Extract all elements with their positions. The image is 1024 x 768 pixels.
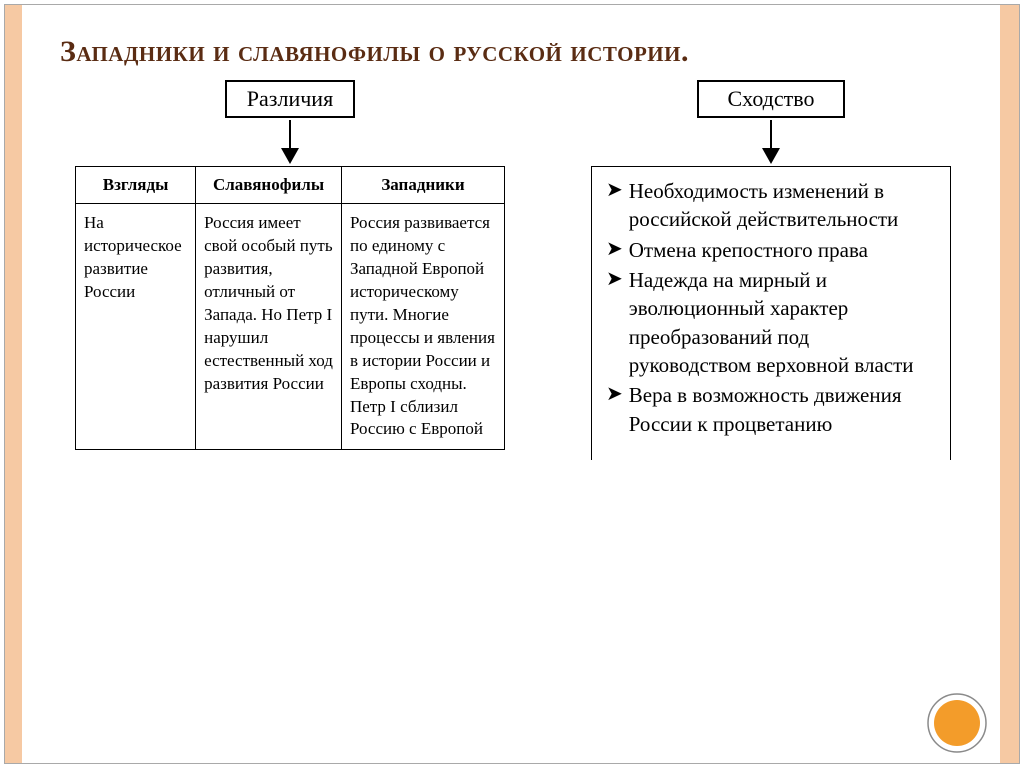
diagram-area: Различия Взгляды Славянофилы Западники Н…	[56, 80, 968, 690]
differences-column: Различия Взгляды Славянофилы Западники Н…	[70, 80, 510, 450]
list-item-text: Вера в возможность движения России к про…	[629, 381, 936, 438]
bullet-icon: ➤	[606, 236, 623, 262]
cell-views: На историческое развитие России	[76, 204, 196, 450]
differences-table: Взгляды Славянофилы Западники На историч…	[75, 166, 505, 450]
list-item-text: Надежда на мирный и эволюционный характе…	[629, 266, 936, 379]
cell-slavophiles: Россия имеет свой особый путь развития, …	[196, 204, 342, 450]
corner-circle-icon	[926, 692, 988, 754]
list-item-text: Отмена крепостного права	[629, 236, 868, 264]
list-item: ➤ Необходимость изменений в российской д…	[606, 177, 936, 234]
col-header-slavophiles: Славянофилы	[196, 167, 342, 204]
similarities-label: Сходство	[697, 80, 844, 118]
similarities-box: ➤ Необходимость изменений в российской д…	[591, 166, 951, 460]
col-header-views: Взгляды	[76, 167, 196, 204]
col-header-westerners: Западники	[341, 167, 504, 204]
table-header-row: Взгляды Славянофилы Западники	[76, 167, 505, 204]
differences-label: Различия	[225, 80, 355, 118]
page-title: Западники и славянофилы о русской истори…	[60, 34, 978, 70]
list-item: ➤ Вера в возможность движения России к п…	[606, 381, 936, 438]
list-item: ➤ Отмена крепостного права	[606, 236, 936, 264]
similarities-column: Сходство ➤ Необходимость изменений в рос…	[586, 80, 956, 460]
bullet-icon: ➤	[606, 177, 623, 203]
bullet-icon: ➤	[606, 381, 623, 407]
table-row: На историческое развитие России Россия и…	[76, 204, 505, 450]
list-item: ➤ Надежда на мирный и эволюционный харак…	[606, 266, 936, 379]
list-item-text: Необходимость изменений в российской дей…	[629, 177, 936, 234]
slide-content: Западники и славянофилы о русской истори…	[26, 6, 998, 762]
arrow-down-icon	[751, 118, 791, 166]
bullet-icon: ➤	[606, 266, 623, 292]
arrow-down-icon	[270, 118, 310, 166]
cell-westerners: Россия развивается по единому с Западной…	[341, 204, 504, 450]
